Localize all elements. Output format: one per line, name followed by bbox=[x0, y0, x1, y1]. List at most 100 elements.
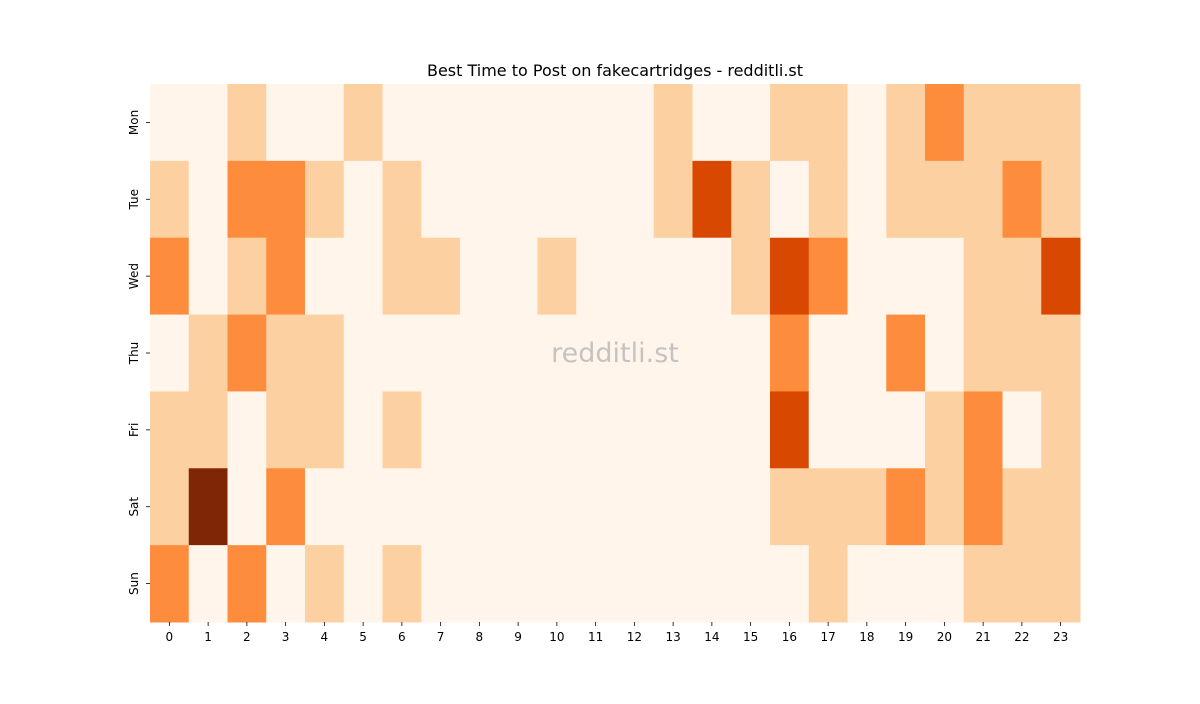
heatmap-cell bbox=[886, 391, 926, 469]
x-tick-label: 2 bbox=[243, 630, 251, 644]
heatmap-cell bbox=[770, 468, 810, 546]
y-tick-label: Mon bbox=[127, 110, 141, 135]
heatmap-cell bbox=[808, 545, 848, 623]
heatmap-cell bbox=[460, 160, 500, 239]
heatmap-cell bbox=[615, 468, 655, 546]
heatmap-cell bbox=[576, 314, 616, 392]
heatmap-cell bbox=[266, 468, 306, 546]
heatmap-cell bbox=[615, 545, 655, 623]
heatmap-cell bbox=[188, 545, 228, 623]
heatmap-cell bbox=[460, 237, 500, 316]
heatmap-cell bbox=[808, 391, 848, 469]
heatmap-cell bbox=[847, 391, 887, 469]
y-tick-label: Wed bbox=[127, 263, 141, 289]
heatmap-cell bbox=[653, 237, 693, 316]
heatmap-cell bbox=[498, 160, 538, 239]
heatmap-cell bbox=[305, 314, 345, 392]
heatmap-cell bbox=[498, 84, 538, 162]
x-tick-label: 19 bbox=[898, 630, 913, 644]
heatmap-cell bbox=[188, 84, 228, 162]
heatmap-cell bbox=[460, 545, 500, 623]
heatmap-cell bbox=[770, 391, 810, 469]
heatmap-cell bbox=[266, 391, 306, 469]
heatmap-cell bbox=[847, 84, 887, 162]
heatmap-cell bbox=[692, 468, 732, 546]
heatmap-cell bbox=[537, 468, 577, 546]
y-tick-label: Sat bbox=[127, 497, 141, 517]
heatmap-cell bbox=[421, 391, 461, 469]
heatmap-cell bbox=[421, 545, 461, 623]
heatmap-cell bbox=[1041, 237, 1081, 316]
heatmap-cell bbox=[382, 545, 422, 623]
chart-title: Best Time to Post on fakecartridges - re… bbox=[427, 61, 803, 80]
heatmap-cell bbox=[421, 160, 461, 239]
heatmap-cell bbox=[847, 314, 887, 392]
heatmap-cell bbox=[498, 391, 538, 469]
heatmap-cell bbox=[963, 545, 1003, 623]
heatmap-cell bbox=[963, 391, 1003, 469]
heatmap-cell bbox=[925, 314, 965, 392]
heatmap-cell bbox=[925, 468, 965, 546]
heatmap-cell bbox=[847, 468, 887, 546]
x-tick-label: 5 bbox=[359, 630, 367, 644]
heatmap-cell bbox=[537, 314, 577, 392]
x-tick-label: 0 bbox=[166, 630, 174, 644]
heatmap-cell bbox=[615, 160, 655, 239]
x-tick-label: 7 bbox=[437, 630, 445, 644]
heatmap-cell bbox=[343, 160, 383, 239]
heatmap-cell bbox=[1041, 391, 1081, 469]
heatmap-cell bbox=[576, 468, 616, 546]
heatmap-cell bbox=[227, 391, 267, 469]
heatmap-cell bbox=[227, 84, 267, 162]
heatmap-cell bbox=[963, 314, 1003, 392]
heatmap-cell bbox=[266, 314, 306, 392]
heatmap-cell bbox=[343, 545, 383, 623]
heatmap-cell bbox=[305, 545, 345, 623]
heatmap-cell bbox=[188, 237, 228, 316]
x-tick-label: 18 bbox=[859, 630, 874, 644]
heatmap-cell bbox=[847, 545, 887, 623]
heatmap-cell bbox=[653, 84, 693, 162]
heatmap-cell bbox=[1002, 84, 1042, 162]
heatmap-cell bbox=[227, 237, 267, 316]
heatmap-cell bbox=[498, 545, 538, 623]
heatmap-cell bbox=[421, 468, 461, 546]
heatmap-cell bbox=[886, 160, 926, 239]
heatmap-cell bbox=[692, 160, 732, 239]
heatmap-cell bbox=[1002, 160, 1042, 239]
heatmap-cell bbox=[421, 314, 461, 392]
heatmap-cell bbox=[537, 237, 577, 316]
heatmap-cell bbox=[266, 237, 306, 316]
heatmap-cell bbox=[343, 468, 383, 546]
x-tick-label: 3 bbox=[282, 630, 290, 644]
heatmap-cell bbox=[847, 160, 887, 239]
heatmap-cell bbox=[692, 237, 732, 316]
heatmap-cell bbox=[266, 160, 306, 239]
heatmap-cell bbox=[770, 160, 810, 239]
heatmap-cell bbox=[150, 160, 190, 239]
heatmap-cell bbox=[343, 391, 383, 469]
heatmap-cell bbox=[382, 160, 422, 239]
y-tick-label: Thu bbox=[127, 342, 141, 366]
heatmap-cell bbox=[1041, 314, 1081, 392]
heatmap-cell bbox=[1002, 237, 1042, 316]
x-tick-label: 1 bbox=[204, 630, 212, 644]
heatmap-cell bbox=[731, 84, 771, 162]
heatmap-cell bbox=[653, 391, 693, 469]
x-tick-label: 9 bbox=[514, 630, 522, 644]
heatmap-cell bbox=[537, 160, 577, 239]
heatmap-cell bbox=[692, 84, 732, 162]
heatmap-cell bbox=[305, 84, 345, 162]
heatmap-cell bbox=[188, 468, 228, 546]
heatmap-cell bbox=[731, 391, 771, 469]
heatmap-cell bbox=[343, 237, 383, 316]
heatmap-cell bbox=[305, 237, 345, 316]
heatmap-cell bbox=[925, 237, 965, 316]
heatmap-cell bbox=[188, 160, 228, 239]
heatmap-cell bbox=[808, 160, 848, 239]
heatmap-cell bbox=[808, 468, 848, 546]
heatmap-cell bbox=[1041, 468, 1081, 546]
heatmap-cell bbox=[576, 237, 616, 316]
heatmap-cell bbox=[150, 545, 190, 623]
